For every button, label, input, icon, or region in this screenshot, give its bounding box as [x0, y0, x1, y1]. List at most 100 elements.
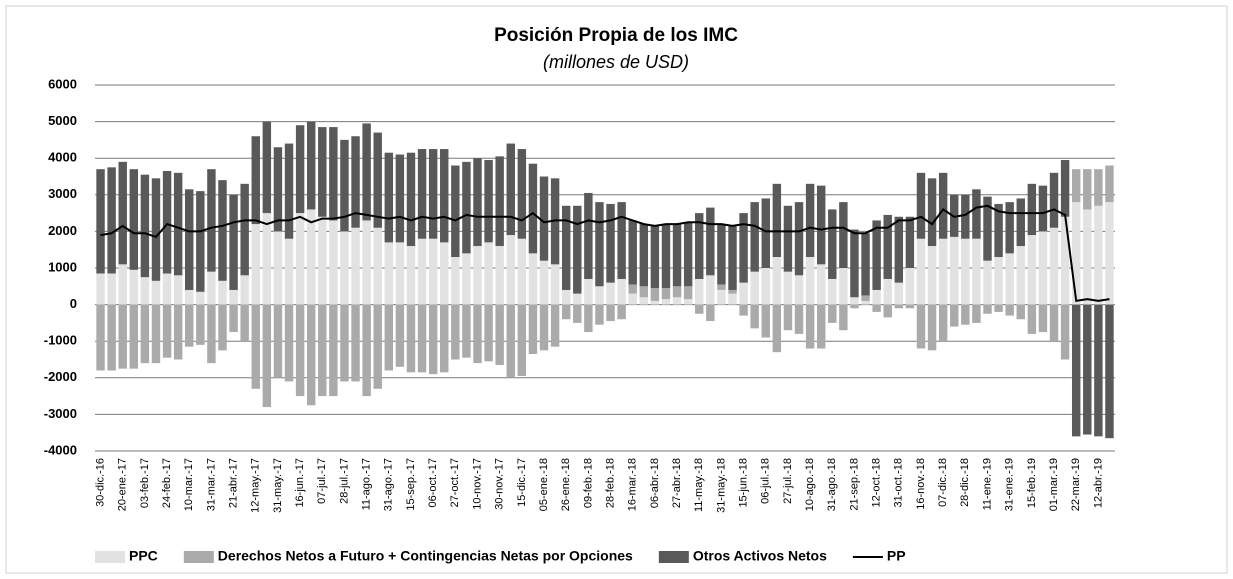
bar [739, 304, 748, 316]
bar [329, 127, 338, 221]
bar [706, 304, 715, 322]
bar [229, 289, 238, 305]
bar [417, 149, 427, 239]
bar [351, 304, 360, 382]
bar [1071, 304, 1081, 437]
x-tick-label: 28-feb.-18 [604, 458, 616, 508]
x-tick-label: 31-ago.-18 [826, 458, 838, 511]
bar [1105, 165, 1114, 203]
bar [584, 278, 593, 305]
x-tick-label: 06-abr.-18 [649, 458, 661, 508]
bar [950, 236, 959, 305]
bar [983, 260, 992, 305]
bar [794, 275, 804, 305]
bar [839, 304, 848, 331]
bar [1105, 202, 1114, 305]
bar [639, 224, 649, 287]
bar [772, 304, 782, 353]
bar [561, 304, 571, 320]
bar [861, 233, 870, 296]
bar [1027, 235, 1037, 305]
bar [695, 213, 704, 279]
bar [650, 300, 660, 305]
bar [162, 171, 172, 274]
bar [295, 304, 305, 397]
bar [661, 299, 671, 305]
x-tick-label: 27-abr.-18 [671, 458, 683, 508]
bar [994, 203, 1003, 258]
bar [794, 304, 804, 334]
bar [883, 278, 892, 305]
x-tick-label: 21-sep.-18 [848, 458, 860, 511]
x-tick-label: 10-nov.-17 [471, 458, 483, 510]
bar [761, 268, 770, 305]
bar [284, 238, 294, 305]
bar [340, 139, 349, 232]
x-tick-label: 31-mar.-17 [205, 458, 217, 511]
x-tick-label: 11-ago.-17 [361, 458, 373, 510]
bar [994, 304, 1003, 312]
bar [961, 304, 970, 325]
bar [395, 154, 405, 243]
legend-label: Derechos Netos a Futuro + Contingencias … [218, 548, 633, 564]
bar [905, 216, 915, 268]
bar [451, 165, 460, 258]
bar [118, 264, 127, 305]
bar [672, 286, 682, 298]
bar [894, 304, 904, 309]
y-tick-label: 4000 [48, 150, 77, 165]
x-tick-label: 11-may.-18 [693, 458, 705, 512]
bar [805, 304, 815, 349]
bar [318, 304, 327, 397]
bar [151, 304, 161, 364]
bar [373, 304, 382, 389]
bar [129, 169, 139, 270]
bar [173, 304, 183, 360]
bar [462, 161, 471, 254]
x-tick-label: 31-may.-17 [272, 458, 284, 513]
bar [927, 178, 937, 247]
bar [140, 304, 150, 364]
bar [927, 246, 937, 305]
bar [828, 304, 837, 323]
bar [306, 121, 316, 210]
x-tick-label: 16-nov.-18 [915, 458, 927, 510]
bar [451, 304, 460, 360]
bar [240, 304, 249, 342]
bar [140, 277, 150, 305]
bar [1071, 202, 1081, 305]
bar [495, 156, 504, 247]
bar [207, 304, 216, 364]
x-tick-label: 03-feb.-17 [139, 458, 151, 508]
x-tick-label: 22-mar.-19 [1070, 458, 1082, 511]
bar [1038, 185, 1048, 232]
bar [528, 163, 538, 254]
bar [628, 293, 637, 305]
x-tick-label: 10-ago.-18 [804, 458, 816, 511]
y-tick-label: -2000 [44, 369, 77, 384]
legend-swatch [95, 551, 125, 563]
bar [528, 253, 538, 305]
bar [1083, 169, 1092, 210]
bar [783, 205, 793, 272]
bar [251, 224, 260, 305]
bar [218, 180, 227, 281]
bar [484, 160, 493, 243]
bar [783, 304, 793, 331]
bar [229, 194, 238, 290]
bar [938, 304, 948, 342]
bar [739, 282, 748, 305]
bar [972, 238, 981, 305]
bar [828, 278, 837, 305]
bar [406, 304, 416, 373]
bar [1060, 304, 1070, 360]
x-tick-label: 28-jul.-17 [338, 458, 350, 504]
bar [916, 304, 926, 349]
bar [373, 132, 382, 228]
bar [251, 304, 260, 389]
bar [218, 304, 227, 351]
bar [428, 149, 438, 239]
bar [473, 246, 482, 305]
bar [129, 269, 139, 305]
bar [473, 158, 482, 247]
